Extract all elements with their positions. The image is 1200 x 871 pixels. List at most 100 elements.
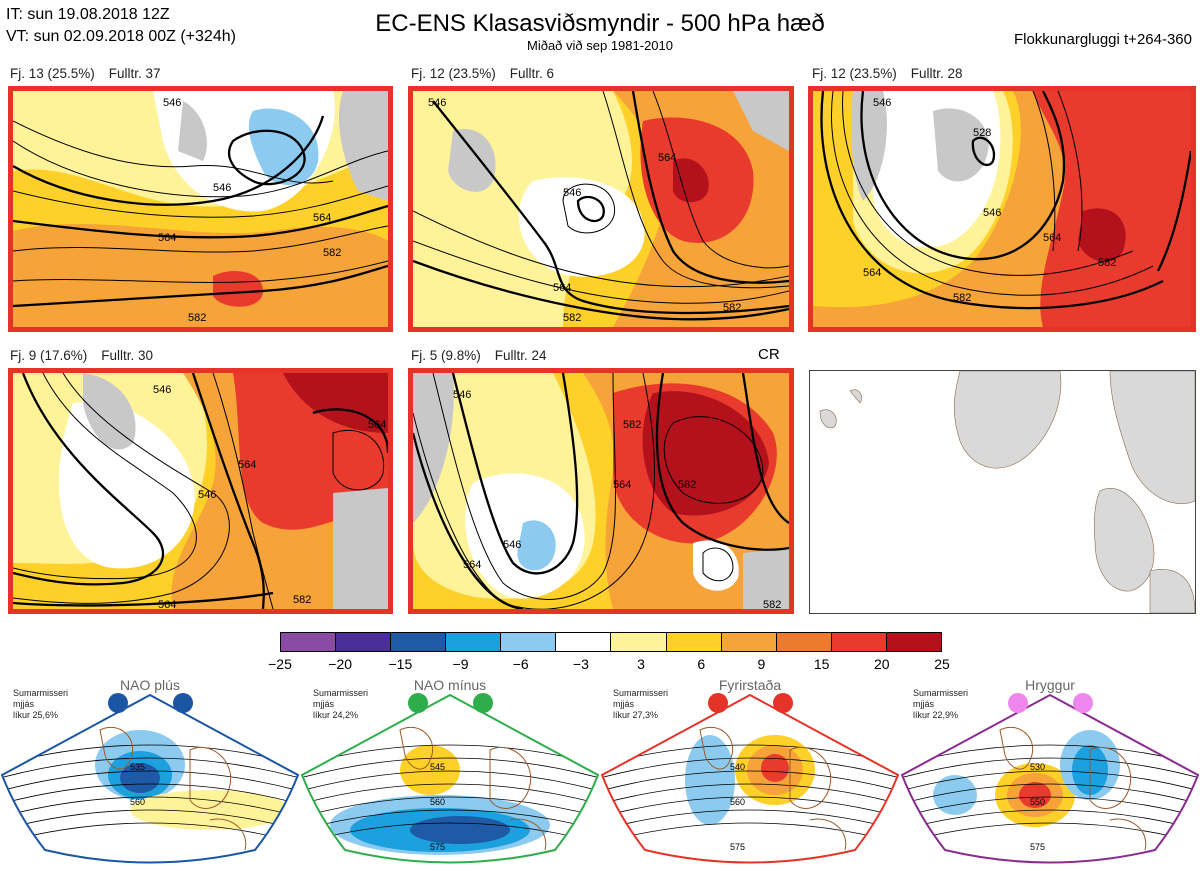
colorbar-swatch: [776, 633, 832, 651]
cluster-4-contour-label-6: 564: [368, 419, 386, 431]
cluster-3-contour-label-3: 546: [873, 97, 891, 109]
cluster-2-contour-label-6: 582: [723, 302, 741, 314]
cluster-1-contour-label-3: 564: [158, 232, 176, 244]
cluster-1-map: 546 546 564 564 582 582: [8, 86, 393, 332]
cr-label: CR: [758, 346, 780, 363]
cluster-3-contour-label-1: 546: [983, 207, 1001, 219]
cluster-3-caption: Fj. 12 (23.5%) Fulltr. 28: [812, 66, 963, 81]
cluster-1-contour-label-5: 582: [323, 247, 341, 259]
cluster-3-contour-label-2: 528: [973, 127, 991, 139]
colorbar-swatch: [666, 633, 722, 651]
pattern-marker-dot: [473, 693, 493, 713]
pattern-title: Fyrirstaða: [718, 677, 782, 693]
cluster-1-caption: Fj. 13 (25.5%) Fulltr. 37: [10, 66, 161, 81]
cluster-4-contour-label-2: 546: [153, 384, 171, 396]
cluster-4-contour-label-4: 564: [158, 599, 176, 609]
colorbar-tick-label: 20: [874, 656, 890, 672]
cluster-3-contour-label-5: 564: [863, 267, 881, 279]
cluster-2-caption: Fj. 12 (23.5%) Fulltr. 6: [411, 66, 555, 81]
valid-time: VT: sun 02.09.2018 00Z (+324h): [6, 28, 236, 45]
empty-map: [809, 370, 1196, 614]
pattern-contour-label: 530: [1030, 762, 1045, 772]
pattern-note: Sumarmisseri mjjás líkur 25,6%: [13, 688, 69, 720]
colorbar-swatch: [501, 633, 557, 651]
pattern-contour-label: 545: [430, 762, 445, 772]
pattern-fan-map: 530 550 575: [900, 693, 1200, 864]
pattern-fan-map: 545 560 575: [300, 693, 600, 864]
pattern-title: NAO plús: [120, 677, 180, 693]
cluster-2-contour-label-5: 582: [563, 312, 581, 324]
pattern-marker-dot: [108, 693, 128, 713]
cluster-1-contour-label-2: 546: [163, 97, 181, 109]
pattern-contour-label: 540: [730, 762, 745, 772]
colorbar-swatch: [721, 633, 777, 651]
pattern-contour-label: 550: [1030, 797, 1045, 807]
pattern-contour-label: 575: [1030, 842, 1045, 852]
colorbar-tick-label: −15: [388, 656, 413, 672]
colorbar-swatch: [886, 633, 941, 651]
page-title: EC-ENS Klasasviðsmyndir - 500 hPa hæð: [375, 10, 825, 37]
pattern-note: Sumarmisseri mjjás líkur 27,3%: [613, 688, 669, 720]
cluster-3-contour-label-6: 582: [953, 292, 971, 304]
cluster-5-contour-label-4: 564: [613, 479, 631, 491]
cluster-5-contour-label-3: 564: [463, 559, 481, 571]
cluster-5-caption: Fj. 5 (9.8%) Fulltr. 24: [411, 348, 547, 363]
colorbar-swatch: [831, 633, 887, 651]
cluster-4-caption: Fj. 9 (17.6%) Fulltr. 30: [10, 348, 154, 363]
cluster-2-contour-label-2: 546: [428, 97, 446, 109]
pattern-marker-dot: [173, 693, 193, 713]
pattern-marker-dot: [1008, 693, 1028, 713]
cluster-3-map: 546 528 546 564 564 582 582: [808, 86, 1196, 332]
cluster-3-contour-label-7: 582: [1098, 257, 1116, 269]
initial-time: IT: sun 19.08.2018 12Z: [6, 6, 170, 23]
pattern-fan-map: 535 560: [0, 693, 300, 864]
cluster-1-contour-label-1: 546: [213, 182, 231, 194]
pattern-fan-map: 540 560 575: [600, 693, 900, 864]
colorbar-tick-label: −3: [572, 656, 589, 672]
cluster-2-map: 546 546 564 564 582 582: [408, 86, 794, 332]
colorbar-tick-label: 25: [934, 656, 950, 672]
classification-window: Flokkunargluggi t+264-360: [1013, 31, 1192, 48]
cluster-1-contour-label-6: 582: [188, 312, 206, 324]
pattern-contour-label: 535: [130, 762, 145, 772]
colorbar-swatch: [556, 633, 612, 651]
colorbar-tick-label: 3: [637, 656, 645, 672]
pattern-title: Hryggur: [1025, 677, 1075, 693]
cluster-5-map: 546 546 564 564 582 582 582: [408, 368, 794, 614]
page-subtitle: Miðað við sep 1981-2010: [527, 38, 673, 53]
pattern-marker-dot: [708, 693, 728, 713]
pattern-contour-label: 560: [430, 797, 445, 807]
colorbar-tick-label: −25: [268, 656, 292, 672]
cluster-4-contour-label-3: 564: [238, 459, 256, 471]
pattern-marker-dot: [773, 693, 793, 713]
cluster-4-contour-label-1: 546: [198, 489, 216, 501]
header-times: IT: sun 19.08.2018 12Z VT: sun 02.09.201…: [6, 4, 236, 48]
pattern-marker-dot: [408, 693, 428, 713]
cluster-4-map: 546 546 564 564 582 564: [8, 368, 393, 614]
colorbar-swatch: [611, 633, 667, 651]
pattern-contour-label: 560: [130, 797, 145, 807]
colorbar-tick-label: 15: [813, 656, 830, 672]
pattern-contour-label: 560: [730, 797, 745, 807]
cluster-3-contour-label-4: 564: [1043, 232, 1061, 244]
pattern-note: Sumarmisseri mjjás líkur 22,9%: [913, 688, 969, 720]
cluster-1-contour-label-4: 564: [313, 212, 331, 224]
colorbar-swatch: [336, 633, 392, 651]
cluster-2-contour-label-4: 564: [658, 152, 676, 164]
colorbar: [280, 632, 942, 652]
cluster-5-contour-label-7: 582: [623, 419, 641, 431]
pattern-contour-label: 575: [430, 842, 445, 852]
colorbar-tick-label: 9: [757, 656, 766, 672]
cluster-5-contour-label-6: 582: [763, 599, 781, 609]
cluster-5-contour-label-2: 546: [453, 389, 471, 401]
colorbar-tick-label: −6: [512, 656, 529, 672]
cluster-4-contour-label-5: 582: [293, 594, 311, 606]
cluster-5-contour-label-1: 546: [503, 539, 521, 551]
colorbar-tick-label: −20: [328, 656, 353, 672]
pattern-marker-dot: [1073, 693, 1093, 713]
colorbar-tick-label: 6: [697, 656, 706, 672]
colorbar-swatch: [281, 633, 337, 651]
cluster-5-contour-label-5: 582: [678, 479, 696, 491]
pattern-title: NAO mínus: [413, 677, 487, 693]
pattern-contour-label: 575: [730, 842, 745, 852]
